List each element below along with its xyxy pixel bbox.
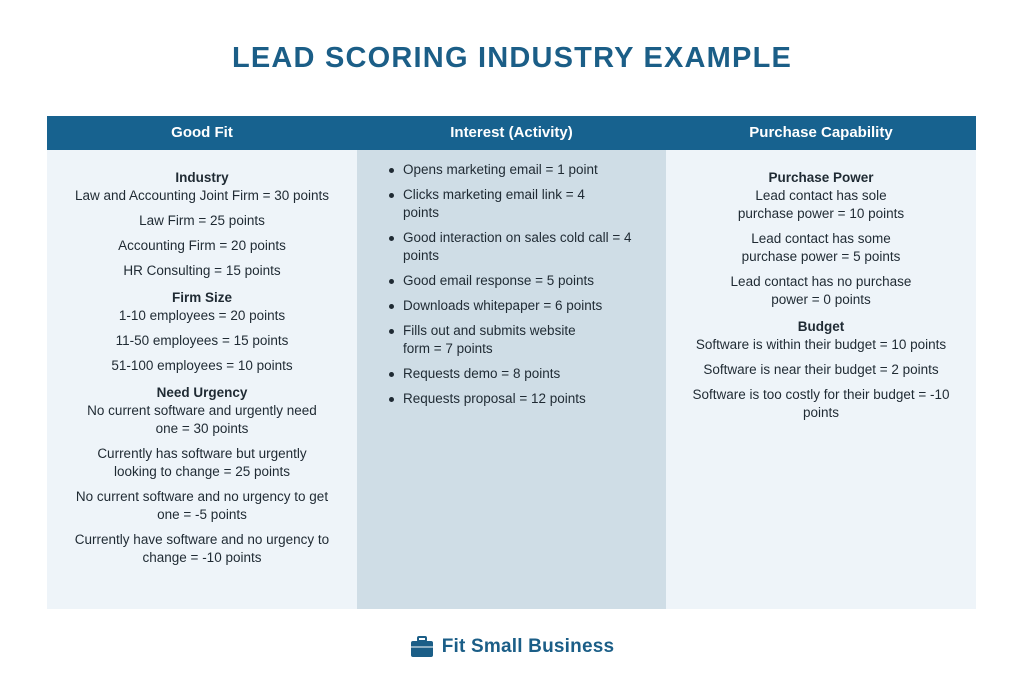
list-item: Fills out and submits website form = 7 p… [389, 322, 636, 358]
table-header: Good Fit Interest (Activity) Purchase Ca… [47, 116, 976, 150]
list-item: Clicks marketing email link = 4 points [389, 186, 636, 222]
briefcase-icon [410, 636, 433, 657]
list-item: Lead contact has some purchase power = 5… [741, 231, 901, 264]
industry-section: Industry Law and Accounting Joint Firm =… [67, 169, 337, 280]
list-item: Requests demo = 8 points [389, 365, 636, 383]
table-body: Industry Law and Accounting Joint Firm =… [47, 150, 976, 609]
purchase-power-section: Purchase Power Lead contact has sole pur… [684, 169, 958, 309]
list-item: No current software and urgently need on… [87, 403, 317, 436]
list-item: Opens marketing email = 1 point [389, 161, 636, 179]
list-item: 1-10 employees = 20 points [118, 308, 286, 323]
lead-scoring-table: Good Fit Interest (Activity) Purchase Ca… [47, 116, 976, 609]
need-urgency-section: Need Urgency No current software and urg… [67, 384, 337, 567]
list-item: 51-100 employees = 10 points [111, 358, 293, 373]
section-heading: Budget [797, 319, 845, 334]
purchase-capability-column: Purchase Power Lead contact has sole pur… [666, 150, 976, 609]
interest-list: Opens marketing email = 1 point Clicks m… [375, 161, 636, 408]
list-item: HR Consulting = 15 points [123, 263, 281, 278]
brand-footer: Fit Small Business [0, 636, 1024, 658]
budget-section: Budget Software is within their budget =… [684, 318, 958, 422]
header-good-fit: Good Fit [171, 124, 233, 141]
section-heading: Firm Size [171, 290, 233, 305]
list-item: Software is too costly for their budget … [692, 387, 950, 420]
list-item: Currently have software and no urgency t… [74, 532, 330, 565]
list-item: Law and Accounting Joint Firm = 30 point… [74, 188, 330, 203]
list-item: Good email response = 5 points [389, 272, 636, 290]
list-item: Good interaction on sales cold call = 4 … [389, 229, 636, 265]
list-item: Currently has software but urgently look… [97, 446, 307, 479]
list-item: Downloads whitepaper = 6 points [389, 297, 636, 315]
firm-size-section: Firm Size 1-10 employees = 20 points 11-… [67, 289, 337, 375]
good-fit-column: Industry Law and Accounting Joint Firm =… [47, 150, 357, 609]
interest-column: Opens marketing email = 1 point Clicks m… [357, 150, 666, 609]
list-item: Lead contact has sole purchase power = 1… [737, 188, 905, 221]
section-heading: Need Urgency [156, 385, 248, 400]
list-item: Law Firm = 25 points [139, 213, 265, 228]
header-interest: Interest (Activity) [450, 124, 573, 141]
list-item: Accounting Firm = 20 points [118, 238, 286, 253]
brand-name: Fit Small Business [441, 636, 615, 657]
page-title: LEAD SCORING INDUSTRY EXAMPLE [231, 42, 793, 74]
list-item: Requests proposal = 12 points [389, 390, 636, 408]
header-purchase-capability: Purchase Capability [749, 124, 893, 141]
section-heading: Purchase Power [768, 170, 874, 185]
section-heading: Industry [175, 170, 229, 185]
list-item: No current software and no urgency to ge… [75, 489, 329, 522]
list-item: Software is within their budget = 10 poi… [695, 337, 947, 352]
list-item: Software is near their budget = 2 points [703, 362, 939, 377]
list-item: 11-50 employees = 15 points [115, 333, 289, 348]
list-item: Lead contact has no purchase power = 0 p… [730, 274, 912, 307]
